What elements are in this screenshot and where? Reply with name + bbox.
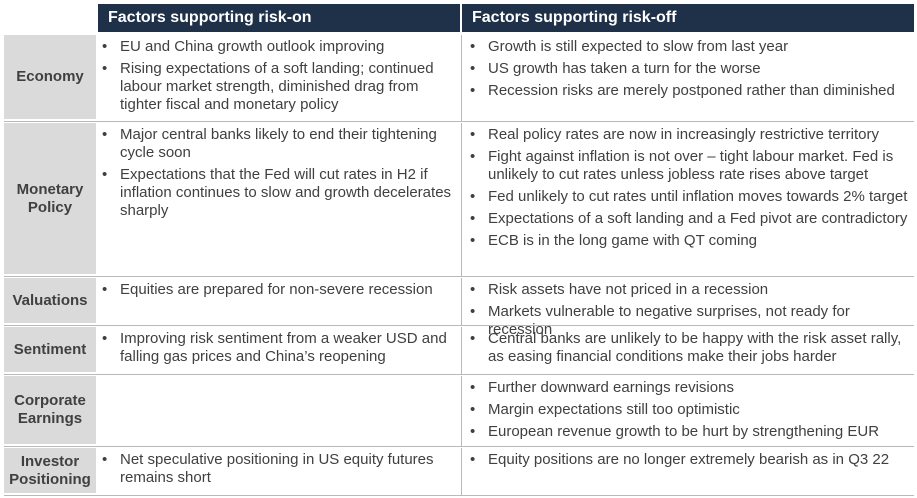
row-label: Sentiment [4,327,96,372]
bullet-list: Growth is still expected to slow from la… [466,38,912,100]
bullet-list: Improving risk sentiment from a weaker U… [98,330,458,366]
bullet-list: Further downward earnings revisions Margi… [466,379,912,441]
bullet-item: Net speculative positioning in US equity… [98,451,458,487]
row-label: Economy [4,35,96,119]
bullet-item: Growth is still expected to slow from la… [466,38,912,56]
risk-off-cell: Growth is still expected to slow from la… [466,38,912,104]
risk-on-cell: Net speculative positioning in US equity… [98,451,458,491]
bullet-item: Expectations of a soft landing and a Fed… [466,210,912,228]
column-divider [461,327,462,375]
bullet-list: Equities are prepared for non-severe rec… [98,281,458,299]
bullet-item: European revenue growth to be hurt by st… [466,423,912,441]
bullet-item: Margin expectations still too optimistic [466,401,912,419]
bullet-item: Fight against inflation is not over – ti… [466,148,912,184]
row-label: Investor Positioning [4,448,96,493]
bullet-item: Recession risks are merely postponed rat… [466,82,912,100]
risk-on-cell: Major central banks likely to end their … [98,126,458,224]
bullet-item: Rising expectations of a soft landing; c… [98,60,458,114]
row-corporate-earnings: Corporate Earnings Further downward earni… [4,376,914,447]
bullet-list: Central banks are unlikely to be happy w… [466,330,912,366]
bullet-item: Equity positions are no longer extremely… [466,451,912,469]
row-label: Corporate Earnings [4,376,96,444]
column-divider [461,376,462,447]
risk-off-cell: Real policy rates are now in increasingl… [466,126,912,254]
risk-off-cell: Equity positions are no longer extremely… [466,451,912,473]
bullet-list: Real policy rates are now in increasingl… [466,126,912,250]
risk-on-cell: Improving risk sentiment from a weaker U… [98,330,458,370]
risk-off-cell: Further downward earnings revisions Margi… [466,379,912,445]
column-divider [461,278,462,326]
column-divider [461,123,462,277]
row-economy: EconomyEU and China growth outlook impro… [4,35,914,122]
bullet-list: Major central banks likely to end their … [98,126,458,220]
bullet-item: EU and China growth outlook improving [98,38,458,56]
bullet-item: Risk assets have not priced in a recessi… [466,281,912,299]
header-risk-on: Factors supporting risk-on [98,4,460,32]
bullet-item: Equities are prepared for non-severe rec… [98,281,458,299]
row-sentiment: SentimentImproving risk sentiment from a… [4,327,914,375]
bullet-item: Real policy rates are now in increasingl… [466,126,912,144]
row-monetary-policy: Monetary PolicyMajor central banks likel… [4,123,914,277]
bullet-item: Central banks are unlikely to be happy w… [466,330,912,366]
bullet-list: Net speculative positioning in US equity… [98,451,458,487]
header-risk-off: Factors supporting risk-off [462,4,914,32]
bullet-item: Expectations that the Fed will cut rates… [98,166,458,220]
column-divider [461,448,462,496]
bullet-item: Improving risk sentiment from a weaker U… [98,330,458,366]
row-label: Valuations [4,278,96,323]
row-label: Monetary Policy [4,123,96,274]
bullet-item: Major central banks likely to end their … [98,126,458,162]
bullet-list: Equity positions are no longer extremely… [466,451,912,469]
bullet-item: US growth has taken a turn for the worse [466,60,912,78]
row-valuations: ValuationsEquities are prepared for non-… [4,278,914,338]
risk-on-cell: EU and China growth outlook improving Ris… [98,38,458,118]
bullet-item: Further downward earnings revisions [466,379,912,397]
column-divider [461,35,462,122]
risk-off-cell: Central banks are unlikely to be happy w… [466,330,912,370]
risk-on-cell: Equities are prepared for non-severe rec… [98,281,458,303]
bullet-item: Fed unlikely to cut rates until inflatio… [466,188,912,206]
row-investor-positioning: Investor PositioningNet speculative posi… [4,448,914,496]
bullet-list: EU and China growth outlook improving Ris… [98,38,458,114]
bullet-item: ECB is in the long game with QT coming [466,232,912,250]
